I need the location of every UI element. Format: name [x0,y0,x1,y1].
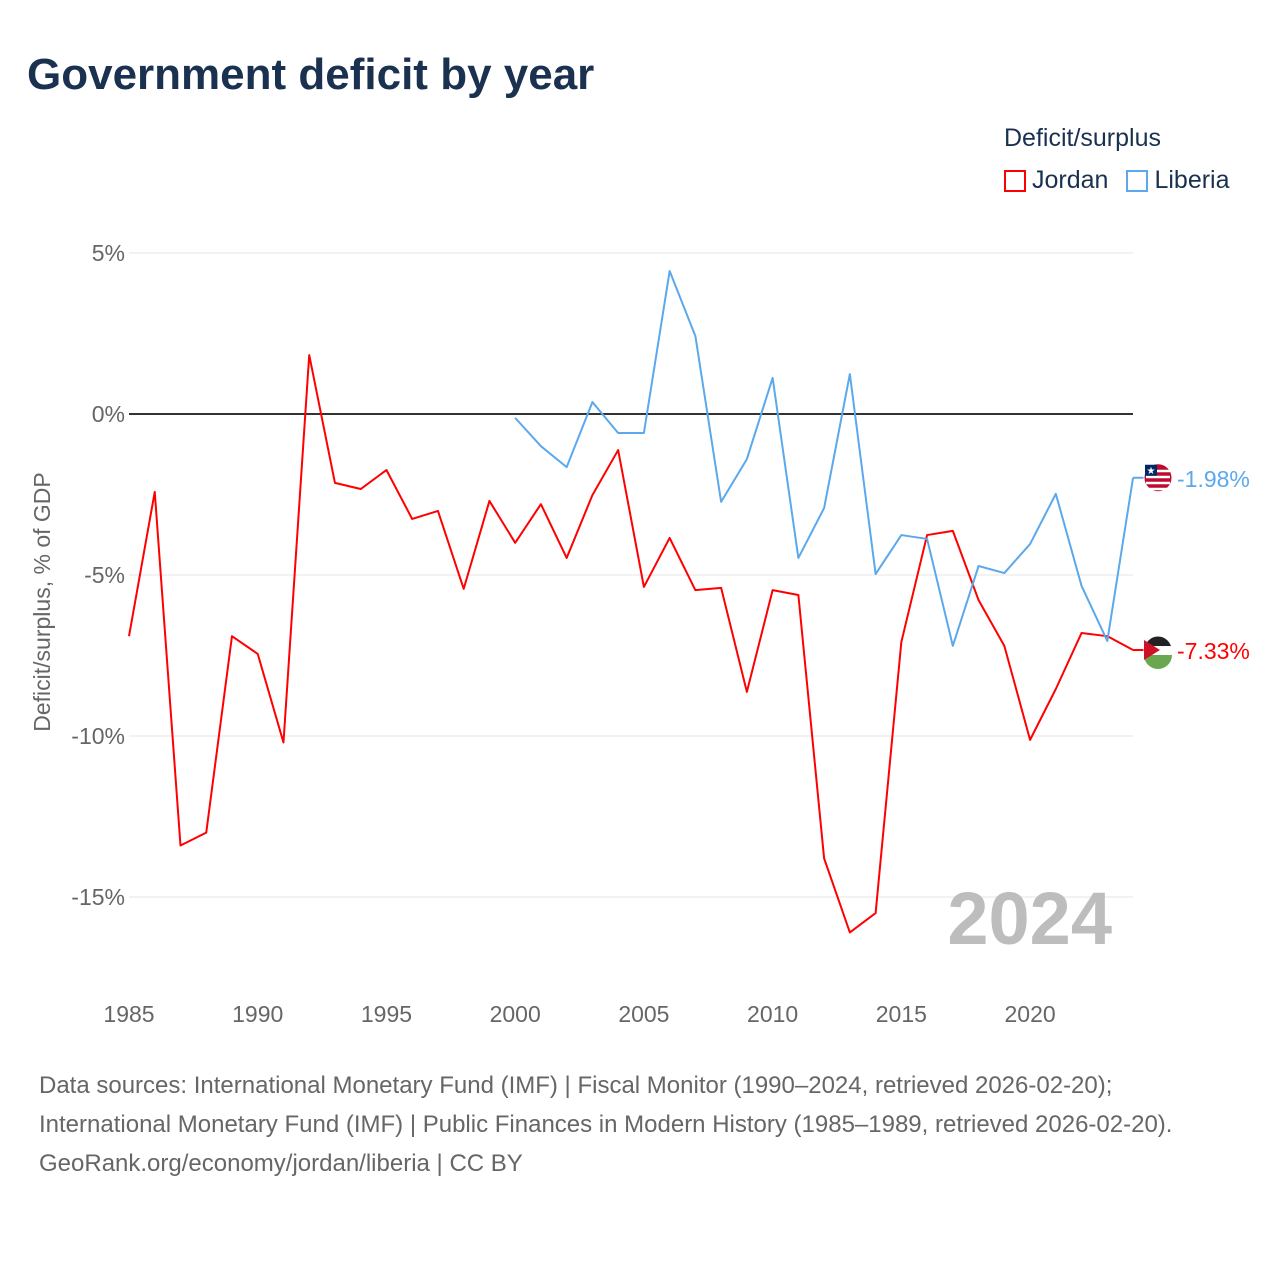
series-line-liberia [514,270,1135,647]
y-tick-label: -15% [71,884,125,910]
x-tick-label: 1995 [361,1001,412,1027]
x-tick-label: 2015 [876,1001,927,1027]
flag-stripe [1144,655,1172,670]
flag-star-icon: ★ [1147,466,1156,477]
flag-stripe [1146,469,1170,473]
x-tick-label: 1990 [232,1001,283,1027]
x-tick-label: 2005 [618,1001,669,1027]
data-sources: Data sources: International Monetary Fun… [39,1072,1173,1138]
credit-link[interactable]: GeoRank.org/economy/jordan/liberia | CC … [39,1150,523,1177]
flag-stripe [1146,475,1170,479]
end-label-jordan: -7.33% [1177,638,1250,664]
x-tick-label: 2000 [490,1001,541,1027]
year-watermark: 2024 [947,877,1112,960]
y-tick-label: 0% [92,401,125,427]
flag-stripe [1146,487,1170,491]
legend-item-jordan[interactable]: Jordan [1004,166,1108,195]
footer: Data sources: International Monetary Fun… [39,1066,1239,1183]
x-tick-label: 2010 [747,1001,798,1027]
x-tick-label: 1985 [103,1001,154,1027]
y-axis-label: Deficit/surplus, % of GDP [29,472,55,731]
flag-canton [1145,464,1157,476]
flag-triangle [1144,640,1160,661]
legend-item-liberia[interactable]: Liberia [1126,166,1230,195]
chart-title: Government deficit by year [27,50,595,99]
legend-label-jordan: Jordan [1032,166,1109,194]
legend-swatch-liberia [1126,169,1149,192]
legend-swatch-jordan [1004,169,1026,192]
series-line-jordan [128,354,1134,934]
y-tick-label: 5% [92,240,125,266]
flag-stripe [1146,481,1170,485]
legend: Jordan Liberia [1004,166,1230,195]
legend-label-liberia: Liberia [1154,166,1230,194]
x-tick-label: 2020 [1004,1001,1055,1027]
end-label-liberia: -1.98% [1177,466,1250,492]
legend-title: Deficit/surplus [1004,124,1161,152]
y-tick-label: -5% [84,562,125,588]
chart-plot: 5% 0% -5% -10% -15% 1985 1990 1995 2000 2005 2010 2… [29,240,1250,1027]
y-tick-label: -10% [71,723,125,749]
